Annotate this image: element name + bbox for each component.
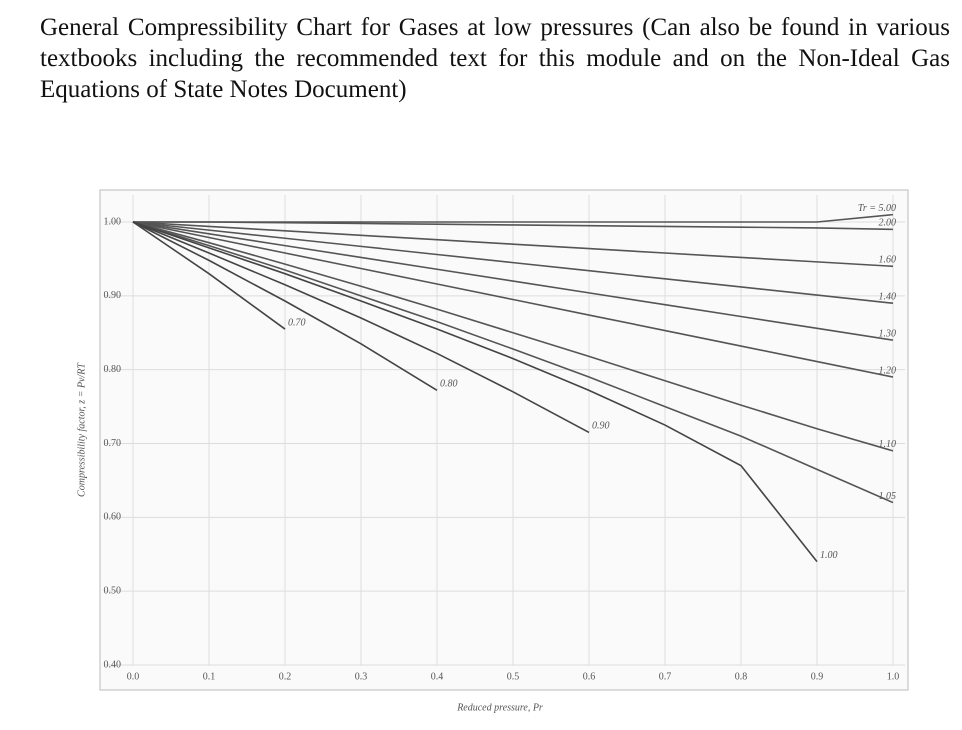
series-label: 1.10: [879, 439, 897, 450]
series-label: Tr = 5.00: [858, 203, 896, 214]
x-tick-label: 0.0: [127, 671, 140, 682]
x-tick-label: 0.1: [203, 671, 216, 682]
series-label: 1.40: [879, 292, 897, 303]
series-line: [132, 221, 894, 452]
series-label: 1.05: [879, 491, 897, 502]
series-line: [132, 221, 590, 434]
x-tick-label: 0.8: [735, 671, 748, 682]
series-line: [132, 221, 286, 330]
y-tick-label: 0.40: [104, 659, 122, 670]
y-tick-label: 1.00: [104, 216, 122, 227]
series-line: [132, 221, 894, 378]
chart-frame: [99, 189, 909, 691]
y-tick-label: 0.80: [104, 364, 122, 375]
x-tick-label: 0.6: [583, 671, 596, 682]
x-tick-label: 0.7: [659, 671, 672, 682]
series-label: 1.60: [879, 255, 897, 266]
series-label: 2.00: [879, 218, 897, 229]
series-line: [132, 221, 894, 268]
x-axis-label: Reduced pressure, Pr: [456, 702, 543, 713]
x-tick-label: 0.4: [431, 671, 444, 682]
series-line: [133, 221, 894, 231]
y-tick-label: 0.90: [104, 290, 122, 301]
series-label: 1.30: [879, 328, 897, 339]
series-line: [132, 221, 818, 563]
series-line: [132, 221, 438, 392]
paragraph: General Compressibility Chart for Gases …: [40, 14, 950, 103]
y-tick-label: 0.70: [104, 438, 122, 449]
series-label: 0.70: [288, 317, 306, 328]
x-tick-label: 0.5: [507, 671, 520, 682]
y-tick-label: 0.60: [104, 512, 122, 523]
x-tick-label: 0.3: [355, 671, 368, 682]
series-line: [132, 221, 894, 504]
series-line: [132, 221, 894, 341]
series-label: 1.20: [879, 365, 897, 376]
series-label: 0.80: [440, 379, 458, 390]
series-label: 1.00: [820, 550, 838, 561]
series-line: [132, 221, 894, 305]
y-tick-label: 0.50: [104, 585, 122, 596]
y-axis-label: Compressibility factor, z = Pv/RT: [76, 362, 87, 497]
series-label: 0.90: [592, 421, 610, 432]
x-tick-label: 0.9: [811, 671, 824, 682]
x-tick-label: 0.2: [279, 671, 292, 682]
x-tick-label: 1.0: [887, 671, 900, 682]
